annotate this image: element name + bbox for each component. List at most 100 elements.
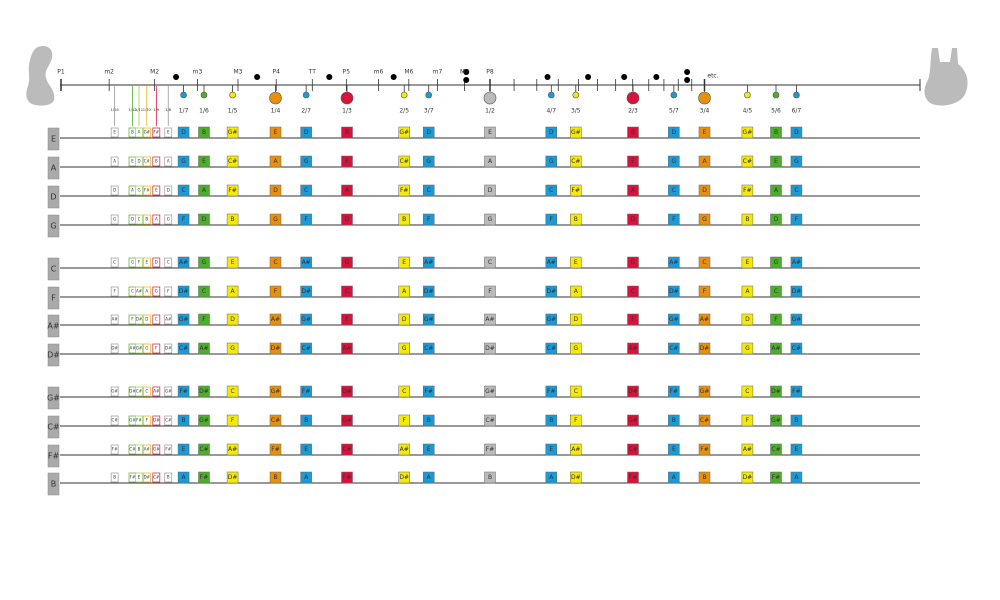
- note-label: F#: [179, 388, 187, 395]
- etc-label: etc.: [707, 73, 718, 80]
- small-note-box: [152, 314, 161, 325]
- note-label: C: [794, 187, 798, 194]
- note-box: [698, 414, 711, 427]
- note-box: [790, 126, 803, 139]
- note-box: [341, 342, 353, 355]
- note-label: C: [702, 259, 706, 266]
- small-note-label: F#: [154, 130, 160, 135]
- small-note-box: [142, 156, 151, 167]
- string-label-box: [47, 386, 60, 410]
- note-label: B: [702, 474, 706, 481]
- small-note-label: A#: [112, 317, 119, 322]
- note-box: [484, 385, 496, 398]
- note-box: [790, 443, 803, 456]
- harmonic-node: [772, 91, 780, 99]
- small-note-label: F: [113, 289, 116, 294]
- note-label: D#: [342, 388, 352, 395]
- note-box: [790, 471, 803, 484]
- note-label: C#: [669, 345, 678, 352]
- small-note-label: A: [155, 217, 158, 222]
- small-note-label: A#: [136, 289, 143, 294]
- note-label: C: [774, 288, 778, 295]
- note-label: G#: [571, 129, 581, 136]
- note-label: F: [304, 216, 308, 223]
- harmonic-node: [229, 91, 236, 99]
- note-box: [484, 285, 496, 298]
- note-box: [698, 285, 711, 298]
- note-label: G: [745, 345, 750, 352]
- note-box: [177, 256, 190, 269]
- note-box: [570, 285, 582, 298]
- note-label: C#: [400, 158, 409, 165]
- small-note-box: [135, 314, 143, 325]
- note-box: [698, 126, 711, 139]
- small-note-label: B: [167, 475, 170, 480]
- small-note-box: [164, 185, 173, 196]
- string-label: B: [51, 480, 57, 489]
- note-label: E: [202, 158, 206, 165]
- note-box: [790, 342, 803, 355]
- note-box: [398, 313, 410, 326]
- note-label: F#: [670, 388, 678, 395]
- small-note-label: C#: [129, 447, 136, 452]
- note-label: F: [703, 288, 707, 295]
- note-label: D: [202, 216, 207, 223]
- note-box: [627, 385, 639, 398]
- note-label: C: [631, 288, 635, 295]
- note-label: D: [402, 316, 407, 323]
- note-box: [770, 213, 782, 226]
- note-label: D: [745, 316, 750, 323]
- note-label: G: [273, 216, 278, 223]
- note-label: D: [181, 129, 186, 136]
- note-label: G: [402, 345, 407, 352]
- string-label-box: [47, 472, 60, 496]
- note-label: D: [702, 187, 707, 194]
- note-box: [668, 414, 680, 427]
- note-box: [398, 471, 410, 484]
- note-label: E: [795, 446, 799, 453]
- note-box: [226, 184, 239, 197]
- note-box: [790, 256, 803, 269]
- small-harmonic-label: 1/9: [153, 108, 159, 112]
- note-label: A#: [342, 345, 351, 352]
- note-label: C#: [271, 417, 280, 424]
- string-label: A: [51, 164, 57, 173]
- small-note-label: A: [131, 188, 134, 193]
- small-note-label: C#: [144, 159, 151, 164]
- small-note-box: [142, 444, 151, 455]
- note-box: [545, 313, 558, 326]
- note-box: [627, 313, 639, 326]
- note-label: D#: [399, 474, 409, 481]
- note-label: F: [574, 417, 578, 424]
- small-note-label: D: [167, 188, 170, 193]
- interval-label: m7: [433, 69, 443, 76]
- small-note-box: [110, 415, 119, 426]
- note-box: [198, 385, 210, 398]
- note-box: [198, 213, 210, 226]
- string-label-box: [47, 415, 60, 439]
- small-note-label: E: [167, 130, 170, 135]
- note-box: [790, 155, 803, 168]
- small-note-box: [152, 444, 161, 455]
- note-box: [341, 443, 353, 456]
- note-label: C#: [792, 345, 801, 352]
- note-label: G: [345, 259, 350, 266]
- note-box: [300, 126, 312, 139]
- note-box: [770, 155, 782, 168]
- note-box: [341, 471, 353, 484]
- small-note-label: D: [131, 217, 134, 222]
- harmonic-label: 4/7: [546, 108, 556, 115]
- interval-label: P4: [273, 69, 281, 76]
- note-box: [570, 385, 582, 398]
- note-box: [698, 443, 711, 456]
- note-box: [770, 126, 782, 139]
- note-label: E: [231, 259, 235, 266]
- note-box: [177, 443, 190, 456]
- note-box: [177, 126, 190, 139]
- note-box: [770, 184, 782, 197]
- note-box: [790, 184, 803, 197]
- small-note-label: D#: [153, 418, 160, 423]
- small-note-box: [164, 257, 173, 268]
- note-box: [627, 471, 639, 484]
- note-box: [770, 471, 782, 484]
